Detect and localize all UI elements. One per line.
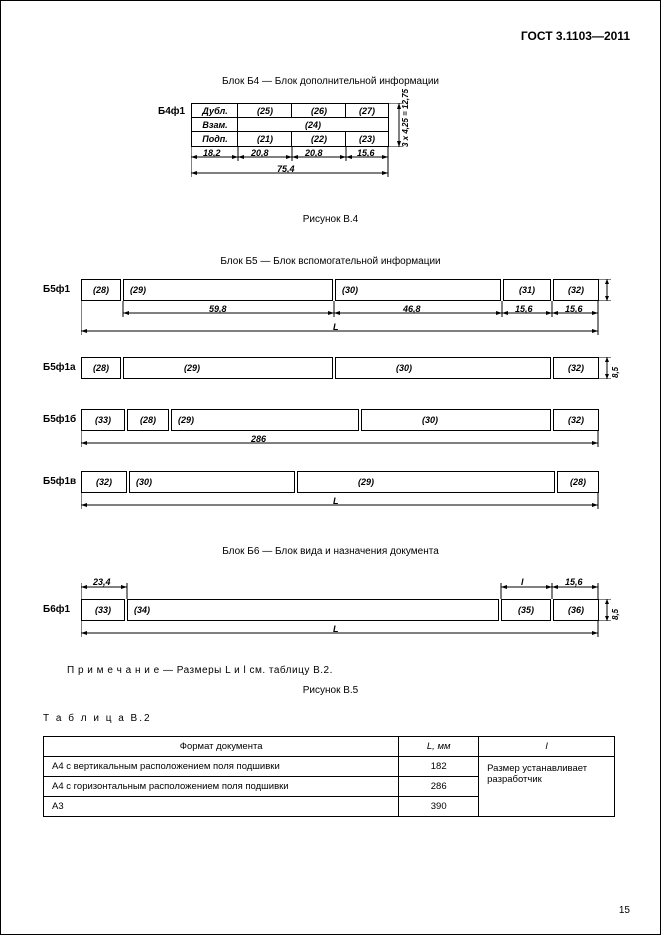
b6-c4: (36)	[553, 599, 599, 621]
b6-c1: (33)	[81, 599, 125, 621]
b5f1-c2: (29)	[123, 279, 333, 301]
b4-r3c3: (22)	[291, 131, 347, 147]
r1c1: А4 с вертикальным расположением поля под…	[44, 757, 399, 777]
fig-b5: Рисунок B.5	[1, 685, 660, 696]
merged: Размер устанавливает разработчик	[479, 757, 615, 817]
b6-h: 8,5	[611, 609, 620, 620]
table-caption: Т а б л и ц а B.2	[43, 713, 152, 724]
b4-caption: Блок Б4 — Блок дополнительной информации	[1, 76, 660, 87]
r3c2: 390	[399, 797, 479, 817]
b4-dim1: 18,2	[203, 148, 221, 158]
b5f1a-c4: (32)	[553, 357, 599, 379]
b5f1v-label: Б5ф1в	[43, 476, 76, 487]
b5f1-d1: 59,8	[209, 304, 227, 314]
fig-b4: Рисунок B.4	[1, 214, 660, 225]
b6-dt: L	[333, 624, 339, 634]
b5f1b-label: Б5ф1б	[43, 414, 76, 425]
b6-c2: (34)	[127, 599, 499, 621]
b5f1b-c3: (29)	[171, 409, 359, 431]
r1c2: 182	[399, 757, 479, 777]
b5f1-c5: (32)	[553, 279, 599, 301]
b5f1b-c5: (32)	[553, 409, 599, 431]
th3: l	[479, 737, 615, 757]
b5f1a-c2: (29)	[123, 357, 333, 379]
b5f1v-c2: (30)	[129, 471, 295, 493]
b5f1v-c4: (28)	[557, 471, 599, 493]
b5f1b-c2: (28)	[127, 409, 169, 431]
b4-dim3: 20,8	[305, 148, 323, 158]
b6-d2: l	[521, 577, 524, 587]
th1: Формат документа	[44, 737, 399, 757]
b6-label: Б6ф1	[43, 604, 70, 615]
page-number: 15	[619, 905, 630, 916]
b5f1v-c1: (32)	[81, 471, 127, 493]
b5f1v-dim: L	[333, 496, 339, 506]
b5f1b-c1: (33)	[81, 409, 125, 431]
b4-label: Б4ф1	[158, 106, 185, 117]
b6-caption: Блок Б6 — Блок вида и назначения докумен…	[1, 546, 660, 557]
r3c1: А3	[44, 797, 399, 817]
b4-r3c2: (21)	[237, 131, 293, 147]
b5f1v-c3: (29)	[297, 471, 555, 493]
b4-r3c4: (23)	[345, 131, 389, 147]
b5f1-c3: (30)	[335, 279, 501, 301]
b5f1a-label: Б5ф1а	[43, 362, 76, 373]
b4-dim4: 15,6	[357, 148, 375, 158]
b4-dimh: 3 х 4,25 = 12,75	[401, 89, 410, 147]
b5f1-d3: 15,6	[515, 304, 533, 314]
b5f1a-h: 8,5	[611, 367, 620, 378]
b4-dim2: 20,8	[251, 148, 269, 158]
b5f1a-c3: (30)	[335, 357, 551, 379]
b4-dimtotal: 75,4	[277, 164, 295, 174]
b5f1-c1: (28)	[81, 279, 121, 301]
r2c2: 286	[399, 777, 479, 797]
r2c1: А4 с горизонтальным расположением поля п…	[44, 777, 399, 797]
b5f1b-dim: 286	[251, 434, 266, 444]
b5f1-label: Б5ф1	[43, 284, 70, 295]
b5f1b-c4: (30)	[361, 409, 551, 431]
b6-d3: 15,6	[565, 577, 583, 587]
b6-c3: (35)	[501, 599, 551, 621]
b6-note: П р и м е ч а н и е — Размеры L и l см. …	[67, 665, 333, 676]
table-b2: Формат документа L, мм l А4 с вертикальн…	[43, 736, 615, 817]
b6-d1: 23,4	[93, 577, 111, 587]
b5f1-c4: (31)	[503, 279, 551, 301]
doc-header: ГОСТ 3.1103—2011	[521, 29, 630, 43]
b5f1-d4: 15,6	[565, 304, 583, 314]
b4-r3c1: Подп.	[191, 131, 239, 147]
th2: L, мм	[399, 737, 479, 757]
b5f1-d2: 46,8	[403, 304, 421, 314]
b5-caption: Блок Б5 — Блок вспомогательной информаци…	[1, 256, 660, 267]
b5f1-dt: L	[333, 322, 339, 332]
b5f1a-c1: (28)	[81, 357, 121, 379]
